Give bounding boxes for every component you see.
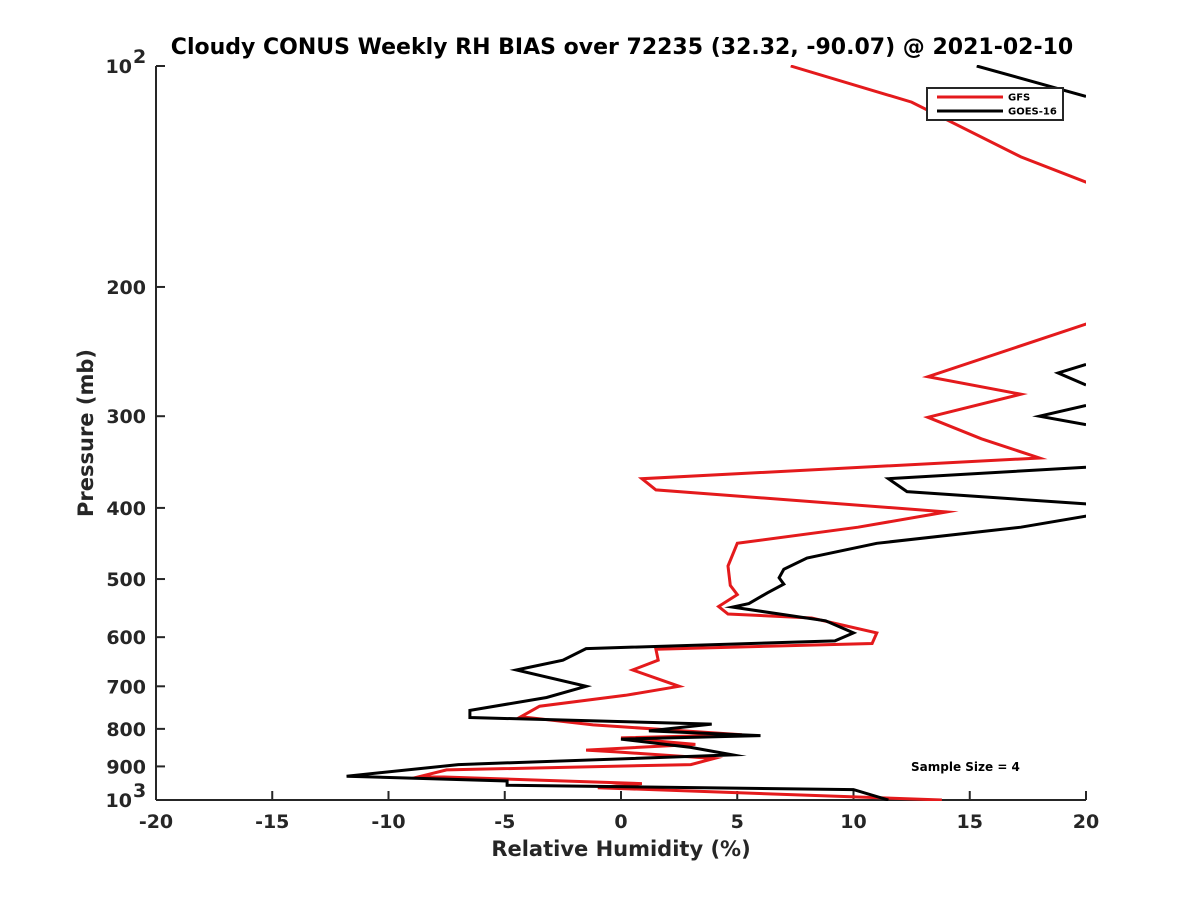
- series-goes-16: [346, 65, 1086, 801]
- y-tick-exponent: 3: [133, 780, 146, 802]
- legend-label: GOES-16: [1008, 107, 1057, 118]
- x-tick-label: 20: [1073, 811, 1099, 833]
- x-tick-label: 0: [614, 811, 627, 833]
- sample-size-annotation: Sample Size = 4: [911, 760, 1020, 774]
- y-tick-label: 500: [106, 569, 146, 591]
- y-tick-exponent: 2: [133, 46, 146, 68]
- y-tick-label: 800: [106, 719, 146, 741]
- x-tick-label: 15: [957, 811, 983, 833]
- y-tick-label: 900: [106, 756, 146, 778]
- y-axis-label: Pressure (mb): [74, 349, 98, 517]
- series-line-goes-16: [1032, 403, 1086, 427]
- x-tick-label: 5: [731, 811, 744, 833]
- x-tick-label: -15: [255, 811, 289, 833]
- y-tick-label: 400: [106, 498, 146, 520]
- x-tick-label: 10: [840, 811, 866, 833]
- series-line-goes-16: [883, 465, 1086, 506]
- series-line-goes-16: [1053, 362, 1086, 387]
- x-tick-label: -5: [494, 811, 515, 833]
- series-gfs: [410, 65, 1086, 801]
- y-tick-label: 200: [106, 277, 146, 299]
- series-line-goes-16: [976, 65, 1086, 98]
- x-tick-label: -10: [371, 811, 405, 833]
- legend: GFS GOES-16: [926, 87, 1064, 121]
- legend-box: [926, 87, 1064, 121]
- series-line-goes-16: [346, 514, 1086, 801]
- y-tick-label: 600: [106, 627, 146, 649]
- y-tick-label: 10: [106, 56, 132, 78]
- chart-title: Cloudy CONUS Weekly RH BIAS over 72235 (…: [171, 35, 1073, 60]
- x-tick-label: -20: [139, 811, 173, 833]
- series-line-gfs: [410, 65, 1086, 801]
- y-tick-label: 10: [106, 790, 132, 812]
- y-tick-label: 300: [106, 406, 146, 428]
- y-tick-label: 700: [106, 676, 146, 698]
- legend-label: GFS: [1008, 93, 1030, 104]
- x-axis-label: Relative Humidity (%): [491, 837, 750, 861]
